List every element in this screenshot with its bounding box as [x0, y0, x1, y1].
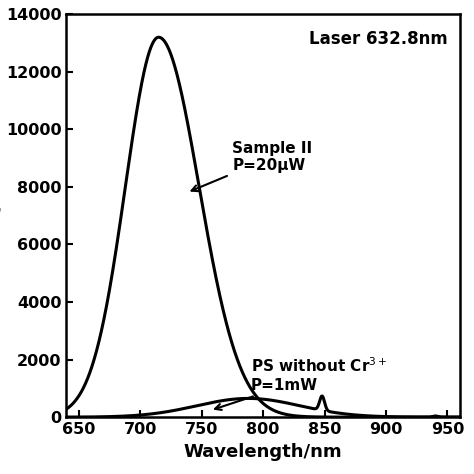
Text: Sample II
P=20μW: Sample II P=20μW [191, 141, 312, 191]
X-axis label: Wavelength/nm: Wavelength/nm [184, 443, 342, 461]
Text: Laser 632.8nm: Laser 632.8nm [309, 30, 448, 48]
Text: PS without Cr$^{3+}$
P=1mW: PS without Cr$^{3+}$ P=1mW [215, 357, 387, 410]
Y-axis label: ,: , [0, 197, 3, 216]
